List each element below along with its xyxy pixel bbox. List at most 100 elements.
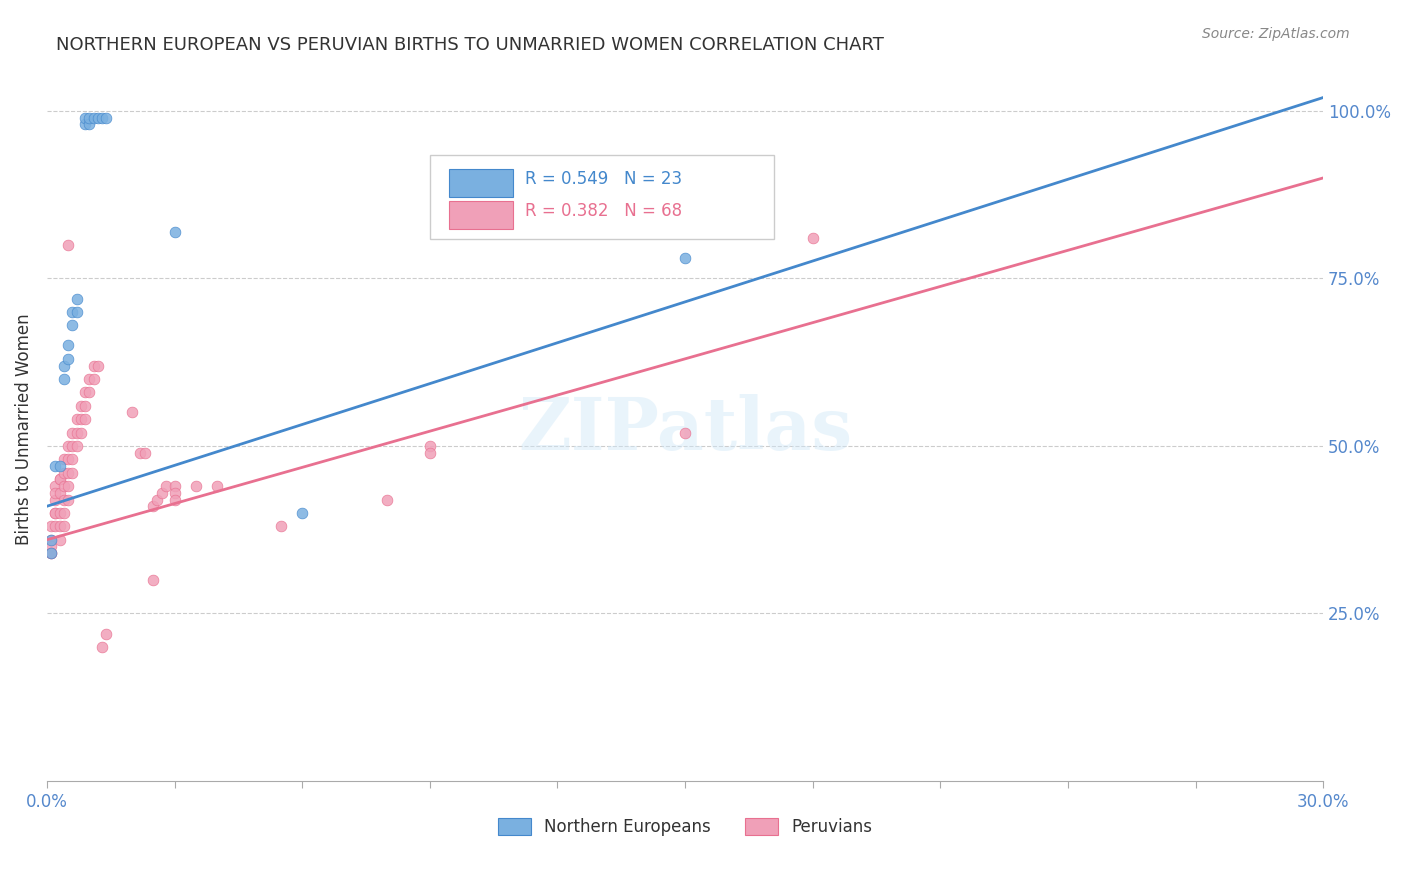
- Point: [70, 399, 93, 413]
- Point: [62, 466, 84, 480]
- Point: [39, 533, 62, 547]
- Point: [163, 479, 186, 493]
- Point: [66, 305, 89, 319]
- Point: [142, 500, 165, 514]
- Point: [419, 445, 441, 459]
- Point: [91, 640, 114, 654]
- Point: [150, 486, 173, 500]
- Point: [44, 492, 66, 507]
- Point: [75, 385, 97, 400]
- Point: [62, 452, 84, 467]
- Point: [75, 117, 97, 131]
- Point: [129, 445, 152, 459]
- Point: [48, 458, 70, 473]
- Point: [52, 466, 75, 480]
- Point: [163, 225, 186, 239]
- Point: [87, 359, 110, 373]
- Point: [62, 305, 84, 319]
- Text: ZIPatlas: ZIPatlas: [517, 393, 852, 465]
- Point: [56, 452, 79, 467]
- Point: [52, 492, 75, 507]
- Point: [75, 399, 97, 413]
- Point: [419, 439, 441, 453]
- Point: [44, 486, 66, 500]
- Point: [375, 492, 398, 507]
- Point: [56, 338, 79, 352]
- Point: [39, 546, 62, 560]
- Legend: Northern Europeans, Peruvians: Northern Europeans, Peruvians: [491, 812, 879, 843]
- Point: [146, 492, 169, 507]
- Point: [70, 412, 93, 426]
- Point: [66, 292, 89, 306]
- Point: [56, 238, 79, 252]
- Point: [48, 473, 70, 487]
- Point: [96, 111, 118, 125]
- Point: [66, 412, 89, 426]
- Point: [66, 439, 89, 453]
- Text: Source: ZipAtlas.com: Source: ZipAtlas.com: [1202, 27, 1350, 41]
- Point: [79, 372, 101, 386]
- Point: [52, 359, 75, 373]
- Point: [48, 533, 70, 547]
- Point: [44, 506, 66, 520]
- Point: [52, 506, 75, 520]
- Point: [56, 351, 79, 366]
- Point: [75, 111, 97, 125]
- Point: [801, 231, 824, 245]
- Point: [52, 519, 75, 533]
- Point: [79, 385, 101, 400]
- Point: [44, 506, 66, 520]
- Y-axis label: Births to Unmarried Women: Births to Unmarried Women: [15, 313, 32, 545]
- Point: [270, 519, 292, 533]
- Point: [291, 506, 314, 520]
- Point: [205, 479, 228, 493]
- Point: [56, 439, 79, 453]
- Point: [163, 492, 186, 507]
- Point: [184, 479, 207, 493]
- Point: [155, 479, 177, 493]
- Point: [83, 359, 105, 373]
- Point: [44, 458, 66, 473]
- Point: [75, 412, 97, 426]
- Point: [70, 425, 93, 440]
- Point: [62, 318, 84, 333]
- Point: [56, 479, 79, 493]
- Point: [52, 452, 75, 467]
- Point: [48, 519, 70, 533]
- Point: [163, 486, 186, 500]
- Point: [62, 425, 84, 440]
- Point: [56, 492, 79, 507]
- Point: [56, 466, 79, 480]
- Point: [96, 626, 118, 640]
- Point: [39, 519, 62, 533]
- Point: [48, 473, 70, 487]
- Point: [44, 519, 66, 533]
- FancyBboxPatch shape: [449, 201, 513, 228]
- Point: [39, 540, 62, 554]
- Point: [83, 111, 105, 125]
- FancyBboxPatch shape: [449, 169, 513, 197]
- Point: [79, 117, 101, 131]
- Point: [79, 111, 101, 125]
- Text: NORTHERN EUROPEAN VS PERUVIAN BIRTHS TO UNMARRIED WOMEN CORRELATION CHART: NORTHERN EUROPEAN VS PERUVIAN BIRTHS TO …: [56, 36, 884, 54]
- Point: [48, 486, 70, 500]
- Point: [44, 479, 66, 493]
- Point: [52, 479, 75, 493]
- Text: R = 0.549   N = 23: R = 0.549 N = 23: [526, 170, 682, 188]
- Point: [62, 439, 84, 453]
- Point: [83, 372, 105, 386]
- Point: [66, 425, 89, 440]
- FancyBboxPatch shape: [430, 155, 775, 239]
- Point: [134, 445, 156, 459]
- Point: [673, 425, 696, 440]
- Point: [39, 533, 62, 547]
- Point: [673, 252, 696, 266]
- Point: [48, 506, 70, 520]
- Point: [39, 546, 62, 560]
- Point: [39, 546, 62, 560]
- Point: [121, 405, 143, 419]
- Text: R = 0.382   N = 68: R = 0.382 N = 68: [526, 202, 682, 220]
- Point: [91, 111, 114, 125]
- Point: [52, 372, 75, 386]
- Point: [142, 573, 165, 587]
